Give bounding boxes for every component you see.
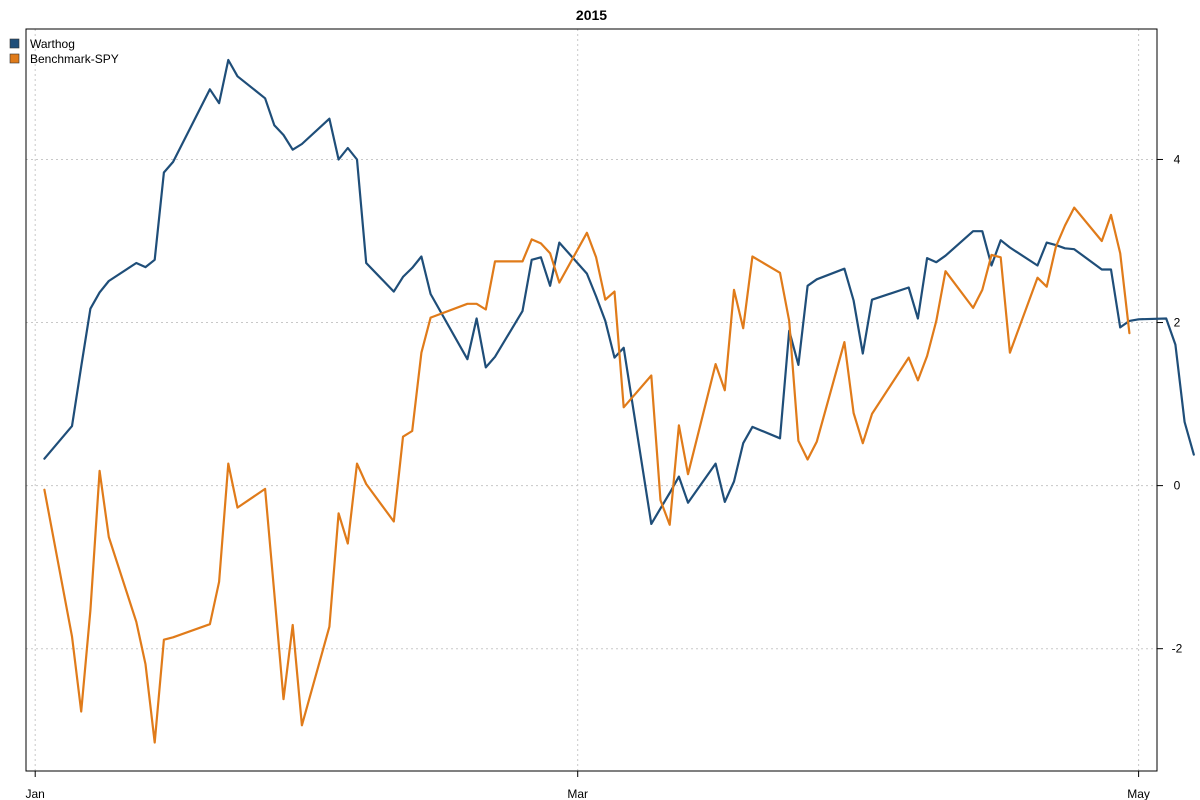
y-tick-label: 2	[1174, 316, 1181, 330]
chart-title: 2015	[576, 7, 607, 23]
plot-frame	[25, 28, 1158, 772]
x-axis: Jan Mar May	[26, 771, 1150, 800]
y-tick-label: 4	[1174, 152, 1181, 166]
legend-label: Warthog	[30, 37, 75, 51]
legend-swatch	[9, 38, 20, 49]
x-tick-label: Mar	[567, 787, 588, 800]
grid-lines	[26, 29, 1157, 771]
y-tick-label: 0	[1174, 479, 1181, 493]
y-tick-label: -2	[1172, 642, 1183, 656]
series-lines	[43, 58, 1195, 744]
series-line-warthog	[43, 58, 1195, 526]
x-tick-label: May	[1127, 787, 1150, 800]
legend-label: Benchmark-SPY	[30, 52, 119, 66]
series-line-benchmark-spy	[43, 206, 1131, 744]
x-tick-label: Jan	[26, 787, 45, 800]
legend-swatch	[9, 53, 20, 64]
y-axis: -2 0 2 4	[1157, 152, 1183, 656]
